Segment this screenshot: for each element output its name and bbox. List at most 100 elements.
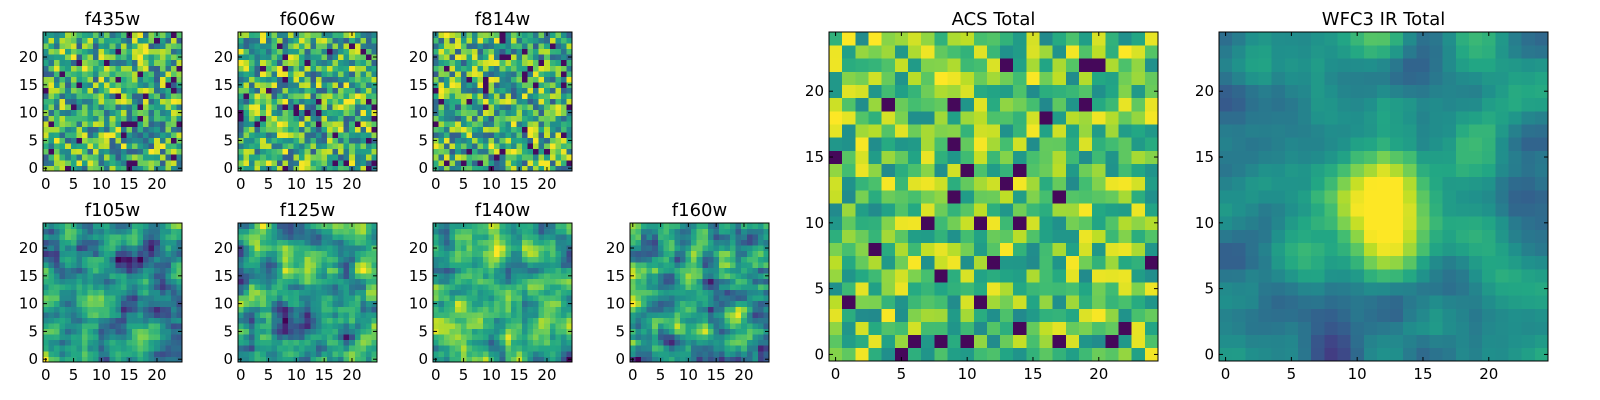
heatmap-cell bbox=[343, 278, 350, 285]
heatmap-cell bbox=[299, 32, 306, 38]
heatmap-cell bbox=[271, 317, 278, 324]
heatmap-cell bbox=[555, 273, 562, 279]
heatmap-cell bbox=[59, 234, 66, 241]
heatmap-cell bbox=[315, 250, 322, 257]
heatmap-cell bbox=[1013, 242, 1027, 257]
heatmap-cell bbox=[48, 65, 55, 72]
heatmap-cell bbox=[120, 273, 127, 279]
heatmap-cell bbox=[43, 98, 49, 105]
heatmap-cell bbox=[276, 109, 283, 116]
heatmap-cell bbox=[505, 148, 512, 155]
heatmap-cell bbox=[76, 334, 83, 341]
heatmap-cell bbox=[332, 65, 339, 72]
heatmap-cell bbox=[70, 76, 77, 83]
heatmap-cell bbox=[538, 93, 545, 100]
heatmap-cell bbox=[730, 273, 737, 279]
heatmap-cell bbox=[65, 148, 72, 155]
heatmap-cell bbox=[907, 347, 922, 362]
heatmap-cell bbox=[433, 132, 439, 139]
heatmap-cell bbox=[685, 261, 692, 268]
heatmap-cell bbox=[466, 59, 473, 66]
heatmap-cell bbox=[304, 98, 311, 105]
heatmap-cell bbox=[471, 93, 478, 100]
heatmap-cell bbox=[282, 59, 289, 66]
heatmap-cell bbox=[326, 295, 333, 302]
heatmap-cell bbox=[1026, 308, 1040, 322]
heatmap-cell bbox=[947, 308, 961, 322]
heatmap-cell bbox=[371, 48, 378, 55]
heatmap-cell bbox=[332, 317, 339, 324]
heatmap-cell bbox=[249, 143, 256, 150]
heatmap-cell bbox=[516, 339, 523, 346]
heatmap-cell bbox=[538, 245, 545, 252]
heatmap-cell bbox=[499, 278, 506, 285]
heatmap-cell bbox=[332, 339, 339, 346]
heatmap-cell bbox=[310, 104, 317, 111]
heatmap-cell bbox=[249, 32, 256, 38]
heatmap-cell bbox=[533, 165, 540, 172]
heatmap-cell bbox=[154, 256, 161, 263]
heatmap-cell bbox=[741, 328, 748, 335]
heatmap-cell bbox=[120, 87, 127, 94]
heatmap-cell bbox=[131, 115, 138, 122]
heatmap-cell bbox=[326, 234, 333, 241]
heatmap-cell bbox=[154, 250, 161, 257]
heatmap-cell bbox=[165, 98, 172, 105]
heatmap-cell bbox=[137, 59, 144, 66]
heatmap-cell bbox=[527, 76, 534, 83]
heatmap-cell bbox=[973, 295, 988, 309]
heatmap-cell bbox=[527, 239, 534, 246]
heatmap-cell bbox=[1013, 163, 1027, 178]
heatmap-cell bbox=[477, 239, 484, 246]
heatmap-cell bbox=[265, 148, 272, 155]
heatmap-cell bbox=[680, 273, 686, 279]
heatmap-cell bbox=[560, 295, 567, 302]
heatmap-cell bbox=[538, 165, 545, 172]
heatmap-cell bbox=[538, 132, 545, 139]
heatmap-cell bbox=[243, 43, 250, 50]
heatmap-cell bbox=[555, 289, 562, 296]
heatmap-cell bbox=[718, 284, 725, 291]
heatmap-cell bbox=[449, 154, 456, 161]
heatmap-cell bbox=[265, 339, 272, 346]
heatmap-cell bbox=[93, 273, 99, 279]
heatmap-cell bbox=[165, 261, 172, 268]
heatmap-cell bbox=[98, 82, 105, 88]
heatmap-cell bbox=[360, 165, 367, 172]
heatmap-cell bbox=[499, 76, 506, 83]
heatmap-cell bbox=[131, 137, 138, 144]
heatmap-cell bbox=[555, 165, 562, 172]
heatmap-cell bbox=[243, 345, 250, 352]
heatmap-cell bbox=[494, 295, 501, 302]
heatmap-cell bbox=[276, 295, 283, 302]
heatmap-cell bbox=[310, 284, 317, 291]
heatmap-cell bbox=[533, 82, 540, 88]
heatmap-cell bbox=[499, 143, 506, 150]
heatmap-cell bbox=[48, 43, 55, 50]
heatmap-cell bbox=[349, 278, 356, 285]
heatmap-cell bbox=[371, 323, 378, 330]
heatmap-cell bbox=[483, 120, 489, 127]
heatmap-cell bbox=[254, 261, 261, 268]
heatmap-cell bbox=[680, 234, 686, 241]
heatmap-cell bbox=[510, 334, 517, 341]
heatmap-cell bbox=[934, 308, 948, 322]
heatmap-cell bbox=[338, 289, 345, 296]
heatmap-cell bbox=[332, 59, 339, 66]
heatmap-cell bbox=[321, 132, 328, 139]
heatmap-cell bbox=[505, 317, 512, 324]
heatmap-cell bbox=[87, 250, 94, 257]
heatmap-cell bbox=[460, 43, 467, 50]
heatmap-cell bbox=[326, 328, 333, 335]
heatmap-cell bbox=[170, 98, 177, 105]
heatmap-cell bbox=[566, 32, 573, 38]
heatmap-cell bbox=[137, 76, 144, 83]
heatmap-cell bbox=[98, 143, 105, 150]
heatmap-cell bbox=[104, 273, 111, 279]
heatmap-cell bbox=[555, 93, 562, 100]
heatmap-cell bbox=[243, 59, 250, 66]
heatmap-cell bbox=[271, 98, 278, 105]
heatmap-cell bbox=[271, 250, 278, 257]
heatmap-cell bbox=[455, 82, 462, 88]
